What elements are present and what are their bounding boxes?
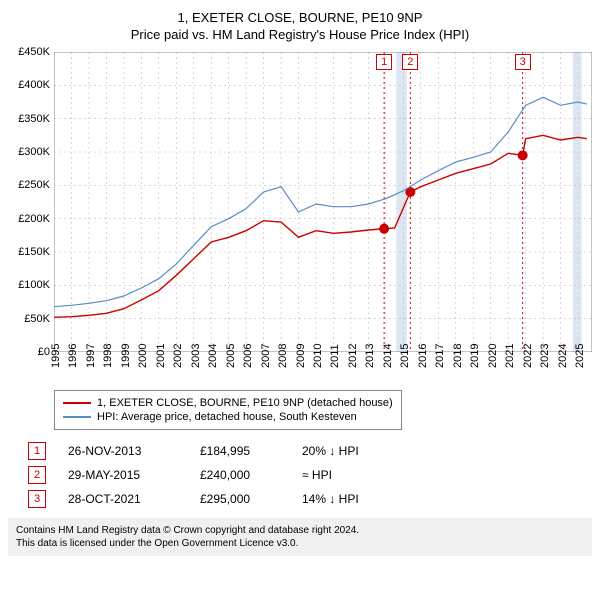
x-tick-label: 2014: [382, 344, 394, 368]
x-tick-label: 2009: [295, 344, 307, 368]
x-tick-label: 2023: [539, 344, 551, 368]
x-tick-label: 1996: [67, 344, 79, 368]
x-tick-label: 2006: [242, 344, 254, 368]
chart-title: 1, EXETER CLOSE, BOURNE, PE10 9NP: [8, 10, 592, 25]
y-tick-label: £150K: [18, 246, 50, 258]
event-note: 14% ↓ HPI: [302, 492, 422, 506]
x-tick-label: 2008: [277, 344, 289, 368]
event-marker-3: 3: [515, 54, 531, 70]
x-tick-label: 1995: [50, 344, 62, 368]
event-num-box: 3: [28, 490, 46, 508]
event-num-box: 2: [28, 466, 46, 484]
x-tick-label: 2019: [469, 344, 481, 368]
event-price: £184,995: [200, 444, 280, 458]
y-tick-label: £350K: [18, 113, 50, 125]
event-note: ≈ HPI: [302, 468, 422, 482]
x-tick-label: 2010: [312, 344, 324, 368]
event-row: 2 29-MAY-2015 £240,000 ≈ HPI: [28, 466, 592, 484]
x-axis-labels: 1995199619971998199920002001200220032004…: [54, 352, 592, 382]
event-num-box: 1: [28, 442, 46, 460]
legend-label: HPI: Average price, detached house, Sout…: [97, 411, 357, 423]
attribution: Contains HM Land Registry data © Crown c…: [8, 518, 592, 556]
plot-area: £0 £50K £100K £150K £200K £250K £300K £350K £400…: [8, 52, 592, 382]
x-tick-label: 2001: [155, 344, 167, 368]
plot-svg: [54, 52, 592, 352]
attribution-line1: Contains HM Land Registry data © Crown c…: [16, 524, 584, 537]
legend-item: 1, EXETER CLOSE, BOURNE, PE10 9NP (detac…: [63, 397, 393, 409]
x-tick-label: 2007: [260, 344, 272, 368]
event-price: £295,000: [200, 492, 280, 506]
legend-swatch: [63, 402, 91, 404]
plot-canvas: 12 3: [54, 52, 592, 352]
y-tick-label: £400K: [18, 79, 50, 91]
x-tick-label: 2011: [329, 344, 341, 368]
event-date: 29-MAY-2015: [68, 468, 178, 482]
event-row: 1 26-NOV-2013 £184,995 20% ↓ HPI: [28, 442, 592, 460]
event-marker-2: 2: [402, 54, 418, 70]
y-tick-label: £200K: [18, 213, 50, 225]
y-tick-label: £450K: [18, 46, 50, 58]
y-axis-labels: £0£50K£100K£150K£200K£250K£300K£350K£400…: [8, 52, 54, 352]
y-tick-label: £0: [38, 346, 50, 358]
x-tick-label: 2005: [225, 344, 237, 368]
event-price: £240,000: [200, 468, 280, 482]
x-tick-label: 2024: [557, 344, 569, 368]
x-tick-label: 2003: [190, 344, 202, 368]
y-tick-label: £300K: [18, 146, 50, 158]
chart-subtitle: Price paid vs. HM Land Registry's House …: [8, 27, 592, 42]
x-tick-label: 2021: [504, 344, 516, 368]
x-tick-label: 2002: [172, 344, 184, 368]
y-tick-label: £50K: [24, 313, 50, 325]
x-tick-label: 2015: [399, 344, 411, 368]
legend-swatch: [63, 416, 91, 418]
x-tick-label: 2016: [417, 344, 429, 368]
y-tick-label: £100K: [18, 279, 50, 291]
x-tick-label: 1998: [102, 344, 114, 368]
event-marker-1: 1: [376, 54, 392, 70]
x-tick-label: 2017: [434, 344, 446, 368]
attribution-line2: This data is licensed under the Open Gov…: [16, 537, 584, 550]
event-note: 20% ↓ HPI: [302, 444, 422, 458]
x-tick-label: 1997: [85, 344, 97, 368]
x-tick-label: 2018: [452, 344, 464, 368]
x-tick-label: 2000: [137, 344, 149, 368]
x-tick-label: 2013: [364, 344, 376, 368]
x-tick-label: 1999: [120, 344, 132, 368]
x-tick-label: 2022: [522, 344, 534, 368]
x-tick-label: 2020: [487, 344, 499, 368]
chart-container: 1, EXETER CLOSE, BOURNE, PE10 9NP Price …: [8, 10, 592, 556]
event-date: 26-NOV-2013: [68, 444, 178, 458]
legend-item: HPI: Average price, detached house, Sout…: [63, 411, 393, 423]
legend: 1, EXETER CLOSE, BOURNE, PE10 9NP (detac…: [54, 390, 402, 430]
event-row: 3 28-OCT-2021 £295,000 14% ↓ HPI: [28, 490, 592, 508]
x-tick-label: 2025: [574, 344, 586, 368]
x-tick-label: 2004: [207, 344, 219, 368]
events-table: 1 26-NOV-2013 £184,995 20% ↓ HPI 2 29-MAY-201…: [28, 442, 592, 508]
legend-label: 1, EXETER CLOSE, BOURNE, PE10 9NP (detac…: [97, 397, 393, 409]
x-tick-label: 2012: [347, 344, 359, 368]
event-date: 28-OCT-2021: [68, 492, 178, 506]
y-tick-label: £250K: [18, 179, 50, 191]
